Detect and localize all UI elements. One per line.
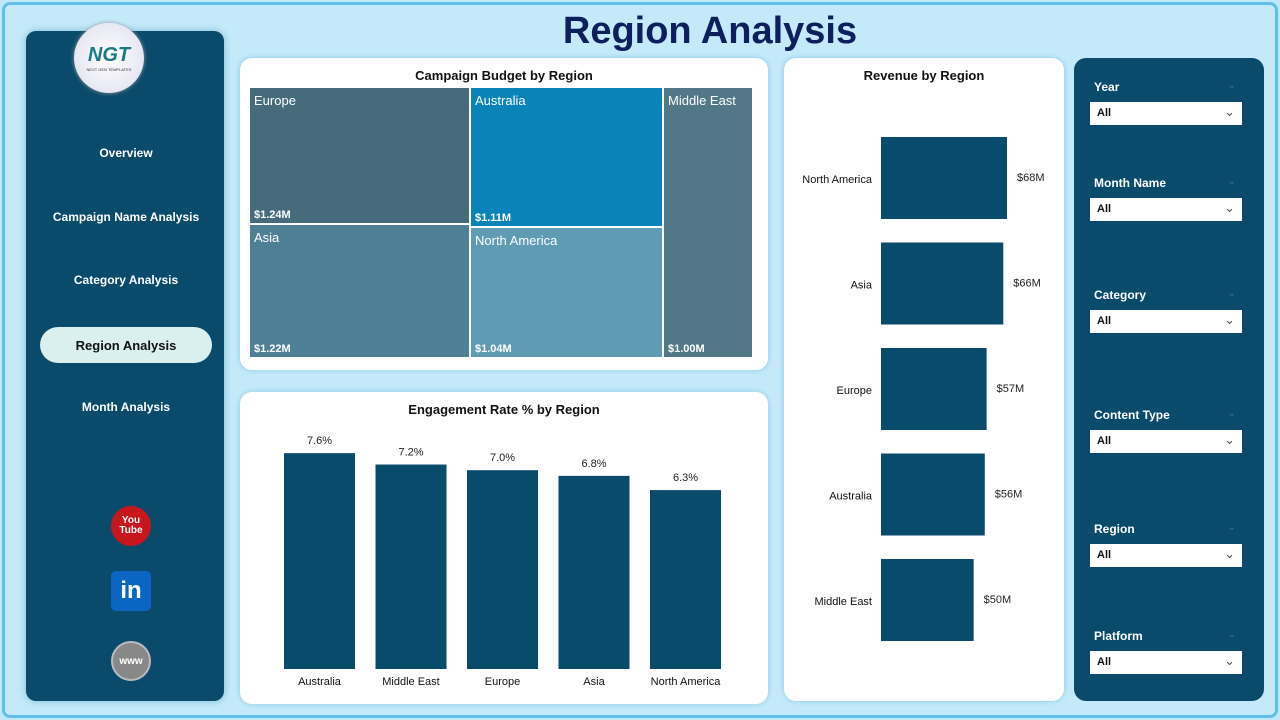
selected-value: All <box>1097 203 1112 215</box>
bar[interactable] <box>881 242 1004 325</box>
chevron-down-icon[interactable]: ⌄ <box>1227 288 1236 299</box>
selected-value: All <box>1097 656 1112 668</box>
data-label: $56M <box>995 489 1023 501</box>
filter-label: Platform <box>1094 629 1143 643</box>
tile-value: $1.00M <box>668 343 705 355</box>
bar[interactable] <box>375 464 447 669</box>
data-label: $66M <box>1013 278 1041 290</box>
nav-campaign-name-analysis[interactable]: Campaign Name Analysis <box>52 210 200 224</box>
tile-label: Europe <box>254 93 296 108</box>
bar[interactable] <box>881 453 985 536</box>
chevron-down-icon[interactable]: ⌄ <box>1227 629 1236 640</box>
tile-label: Middle East <box>668 93 736 108</box>
y-tick-label: Asia <box>851 280 873 292</box>
tile-label: Asia <box>254 230 280 245</box>
y-tick-label: Middle East <box>815 596 872 608</box>
selected-value: All <box>1097 549 1112 561</box>
website-icon[interactable]: www <box>111 641 151 681</box>
chart-title: Engagement Rate % by Region <box>408 402 600 417</box>
nav-category-analysis[interactable]: Category Analysis <box>73 273 179 287</box>
filter-label: Year <box>1094 80 1120 94</box>
chevron-down-icon[interactable]: ⌄ <box>1227 176 1236 187</box>
filter-label: Month Name <box>1094 176 1166 190</box>
data-label: $50M <box>984 594 1012 606</box>
chevron-down-icon[interactable]: ⌄ <box>1227 522 1236 533</box>
treemap-tile[interactable]: Australia $1.11M <box>471 88 662 226</box>
linkedin-icon[interactable]: in <box>111 571 151 611</box>
chevron-down-icon: ⌄ <box>1224 653 1235 668</box>
data-label: 7.0% <box>490 452 515 464</box>
bar[interactable] <box>467 470 538 669</box>
filter-label: Content Type <box>1094 408 1170 422</box>
nav-month-analysis[interactable]: Month Analysis <box>81 400 171 414</box>
y-tick-label: Europe <box>837 385 872 397</box>
bar[interactable] <box>650 490 721 669</box>
x-tick-label: Australia <box>298 676 342 688</box>
y-tick-label: North America <box>802 174 873 186</box>
treemap-tile[interactable]: North America $1.04M <box>471 228 662 357</box>
chevron-down-icon: ⌄ <box>1224 104 1235 119</box>
chevron-down-icon: ⌄ <box>1224 312 1235 327</box>
chart-title: Revenue by Region <box>863 68 985 83</box>
y-tick-label: Australia <box>829 491 873 503</box>
tile-value: $1.24M <box>254 209 291 221</box>
treemap-tile[interactable]: Middle East $1.00M <box>664 88 752 357</box>
filter-month-name-dropdown[interactable]: All ⌄ <box>1090 198 1242 221</box>
revenue-chart: $68M North America $66M Asia $57M Europe $56M A… <box>802 137 1045 641</box>
engagement-chart: 7.6% Australia 7.2% Middle East 7.0% Europe 6.… <box>284 435 722 688</box>
selected-value: All <box>1097 107 1112 119</box>
x-tick-label: Middle East <box>382 676 439 688</box>
logo: NGT NEXT GEN TEMPLATES <box>74 23 144 93</box>
filter-panel: Year ⌄ All ⌄ Month Name ⌄ All ⌄ Category ⌄ All ⌄ Con… <box>1074 58 1264 701</box>
chart-title: Campaign Budget by Region <box>415 68 593 83</box>
bar[interactable] <box>881 348 987 430</box>
data-label: $68M <box>1017 172 1045 184</box>
x-tick-label: North America <box>651 676 722 688</box>
nav-overview[interactable]: Overview <box>99 146 153 160</box>
chevron-down-icon: ⌄ <box>1224 432 1235 447</box>
filter-category-dropdown[interactable]: All ⌄ <box>1090 310 1242 333</box>
bar[interactable] <box>284 453 355 669</box>
filter-year-dropdown[interactable]: All ⌄ <box>1090 102 1242 125</box>
data-label: $57M <box>997 383 1025 395</box>
x-tick-label: Europe <box>485 676 520 688</box>
engagement-card: Engagement Rate % by Region 7.6% Australi… <box>240 392 768 704</box>
tile-label: Australia <box>475 93 526 108</box>
data-label: 7.2% <box>398 447 423 459</box>
tile-value: $1.04M <box>475 343 512 355</box>
bar[interactable] <box>558 475 630 669</box>
filter-content-type-dropdown[interactable]: All ⌄ <box>1090 430 1242 453</box>
page-title: Region Analysis <box>562 10 858 52</box>
data-label: 6.8% <box>581 458 606 470</box>
bar[interactable] <box>881 559 974 641</box>
filter-region-dropdown[interactable]: All ⌄ <box>1090 544 1242 567</box>
bar[interactable] <box>881 137 1008 219</box>
filter-label: Region <box>1094 522 1135 536</box>
chevron-down-icon[interactable]: ⌄ <box>1227 80 1236 91</box>
chevron-down-icon: ⌄ <box>1224 546 1235 561</box>
revenue-card: Revenue by Region $68M North America $66M A… <box>784 58 1064 701</box>
data-label: 7.6% <box>307 435 332 447</box>
chevron-down-icon[interactable]: ⌄ <box>1227 408 1236 419</box>
treemap-tile[interactable]: Asia $1.22M <box>250 225 469 357</box>
chevron-down-icon: ⌄ <box>1224 200 1235 215</box>
sidebar: NGT NEXT GEN TEMPLATES Overview Campaign N… <box>26 23 224 701</box>
tile-label: North America <box>475 233 558 248</box>
filter-platform-dropdown[interactable]: All ⌄ <box>1090 651 1242 674</box>
tile-value: $1.22M <box>254 343 291 355</box>
x-tick-label: Asia <box>583 676 605 688</box>
filter-label: Category <box>1094 288 1147 302</box>
treemap-tile[interactable]: Europe $1.24M <box>250 88 469 223</box>
nav-region-analysis[interactable]: Region Analysis <box>40 327 212 363</box>
tile-value: $1.11M <box>475 212 512 224</box>
selected-value: All <box>1097 435 1112 447</box>
selected-value: All <box>1097 315 1112 327</box>
data-label: 6.3% <box>673 472 698 484</box>
youtube-icon[interactable]: You Tube <box>111 506 151 546</box>
